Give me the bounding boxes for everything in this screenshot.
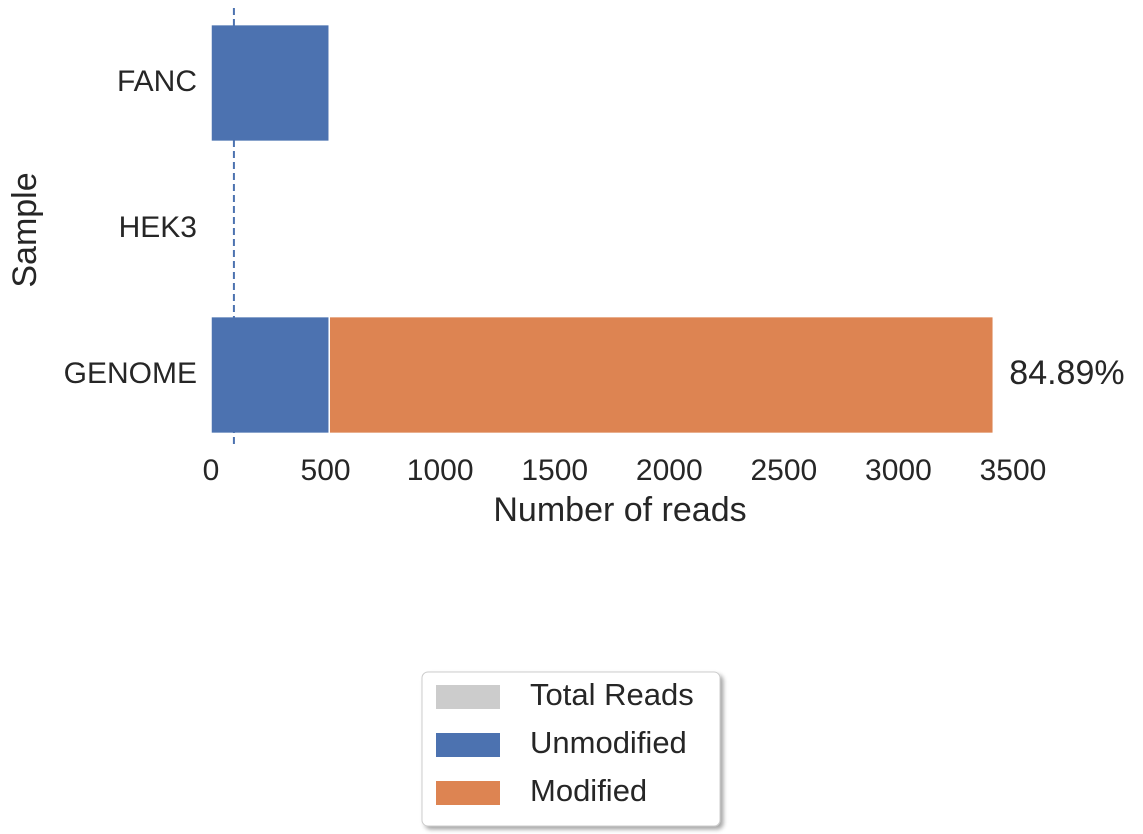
bar-segment (328, 315, 995, 435)
legend-swatch (436, 685, 500, 709)
y-tick-label: GENOME (64, 357, 197, 390)
legend-label: Unmodified (530, 725, 687, 760)
y-tick-label: HEK3 (119, 211, 197, 244)
x-tick-label: 1500 (521, 454, 588, 487)
x-tick-label: 500 (301, 454, 351, 487)
x-axis-label: Number of reads (493, 491, 746, 529)
legend-swatch (436, 733, 500, 757)
x-tick-label: 3500 (980, 454, 1047, 487)
x-tick-label: 3000 (865, 454, 932, 487)
legend-label: Modified (530, 773, 647, 808)
legend-label: Total Reads (530, 677, 694, 712)
x-tick-label: 0 (203, 454, 220, 487)
legend-swatch (436, 781, 500, 805)
percent-label: 84.89% (1009, 354, 1124, 392)
x-tick-label: 2500 (750, 454, 817, 487)
bar-segment (210, 23, 330, 143)
x-tick-label: 1000 (407, 454, 474, 487)
x-tick-label: 2000 (636, 454, 703, 487)
y-axis-label: Sample (6, 172, 44, 287)
y-tick-label: FANC (117, 65, 197, 98)
bar-segment (210, 315, 330, 435)
